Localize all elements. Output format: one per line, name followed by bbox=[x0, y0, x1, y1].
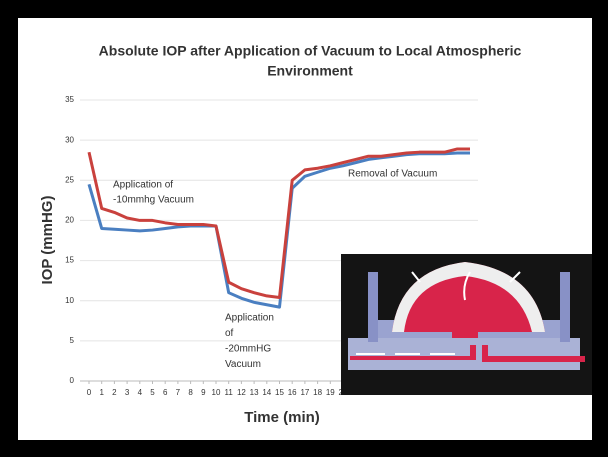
y-tick-label: 20 bbox=[65, 216, 74, 225]
series-line bbox=[87, 147, 470, 300]
x-tick-label: 7 bbox=[176, 388, 181, 397]
x-tick-label: 0 bbox=[87, 388, 92, 397]
inset-cornea bbox=[392, 262, 545, 332]
x-tick-label: 11 bbox=[225, 388, 234, 397]
annotation: Application bbox=[225, 313, 274, 324]
inset-tube bbox=[350, 345, 476, 360]
annotation: -20mmHG bbox=[225, 344, 271, 355]
inset-stem bbox=[452, 310, 478, 338]
x-tick-label: 8 bbox=[188, 388, 193, 397]
x-tick-label: 9 bbox=[201, 388, 206, 397]
x-tick-label: 10 bbox=[212, 388, 221, 397]
x-tick-label: 6 bbox=[163, 388, 168, 397]
series-line bbox=[87, 151, 470, 309]
inset-base bbox=[348, 338, 580, 370]
annotation: Vacuum bbox=[225, 359, 261, 370]
y-tick-label: 25 bbox=[65, 175, 74, 184]
x-tick-label: 14 bbox=[262, 388, 271, 397]
x-tick-label: 4 bbox=[138, 388, 143, 397]
y-tick-label: 15 bbox=[65, 256, 74, 265]
chart-title: Absolute IOP after Application of Vacuum… bbox=[99, 43, 522, 59]
y-tick-label: 35 bbox=[65, 95, 74, 104]
y-tick-label: 5 bbox=[70, 336, 75, 345]
inset-tube bbox=[482, 345, 585, 362]
x-tick-label: 1 bbox=[99, 388, 104, 397]
y-tick-label: 0 bbox=[70, 376, 75, 385]
x-tick-label: 17 bbox=[300, 388, 309, 397]
x-tick-label: 5 bbox=[150, 388, 155, 397]
x-tick-label: 16 bbox=[288, 388, 297, 397]
annotation: Removal of Vacuum bbox=[348, 169, 437, 180]
inset-arrow bbox=[411, 271, 521, 301]
x-tick-label: 15 bbox=[275, 388, 284, 397]
chart-title: Environment bbox=[267, 63, 353, 79]
inset-wall bbox=[560, 272, 570, 342]
annotation: -10mmhg Vacuum bbox=[113, 195, 194, 206]
annotation: Application of bbox=[113, 180, 173, 191]
annotation: of bbox=[225, 328, 234, 339]
y-tick-label: 10 bbox=[65, 296, 74, 305]
x-tick-label: 18 bbox=[313, 388, 322, 397]
x-tick-label: 2 bbox=[112, 388, 117, 397]
x-tick-label: 3 bbox=[125, 388, 130, 397]
x-tick-label: 12 bbox=[237, 388, 246, 397]
y-axis-label: IOP (mmHG) bbox=[39, 196, 56, 285]
inset-diagram bbox=[341, 254, 592, 395]
x-tick-label: 13 bbox=[250, 388, 259, 397]
x-tick-label: 19 bbox=[326, 388, 335, 397]
y-tick-label: 30 bbox=[65, 135, 74, 144]
x-axis-label: Time (min) bbox=[244, 409, 320, 426]
inset-wall bbox=[368, 272, 378, 342]
